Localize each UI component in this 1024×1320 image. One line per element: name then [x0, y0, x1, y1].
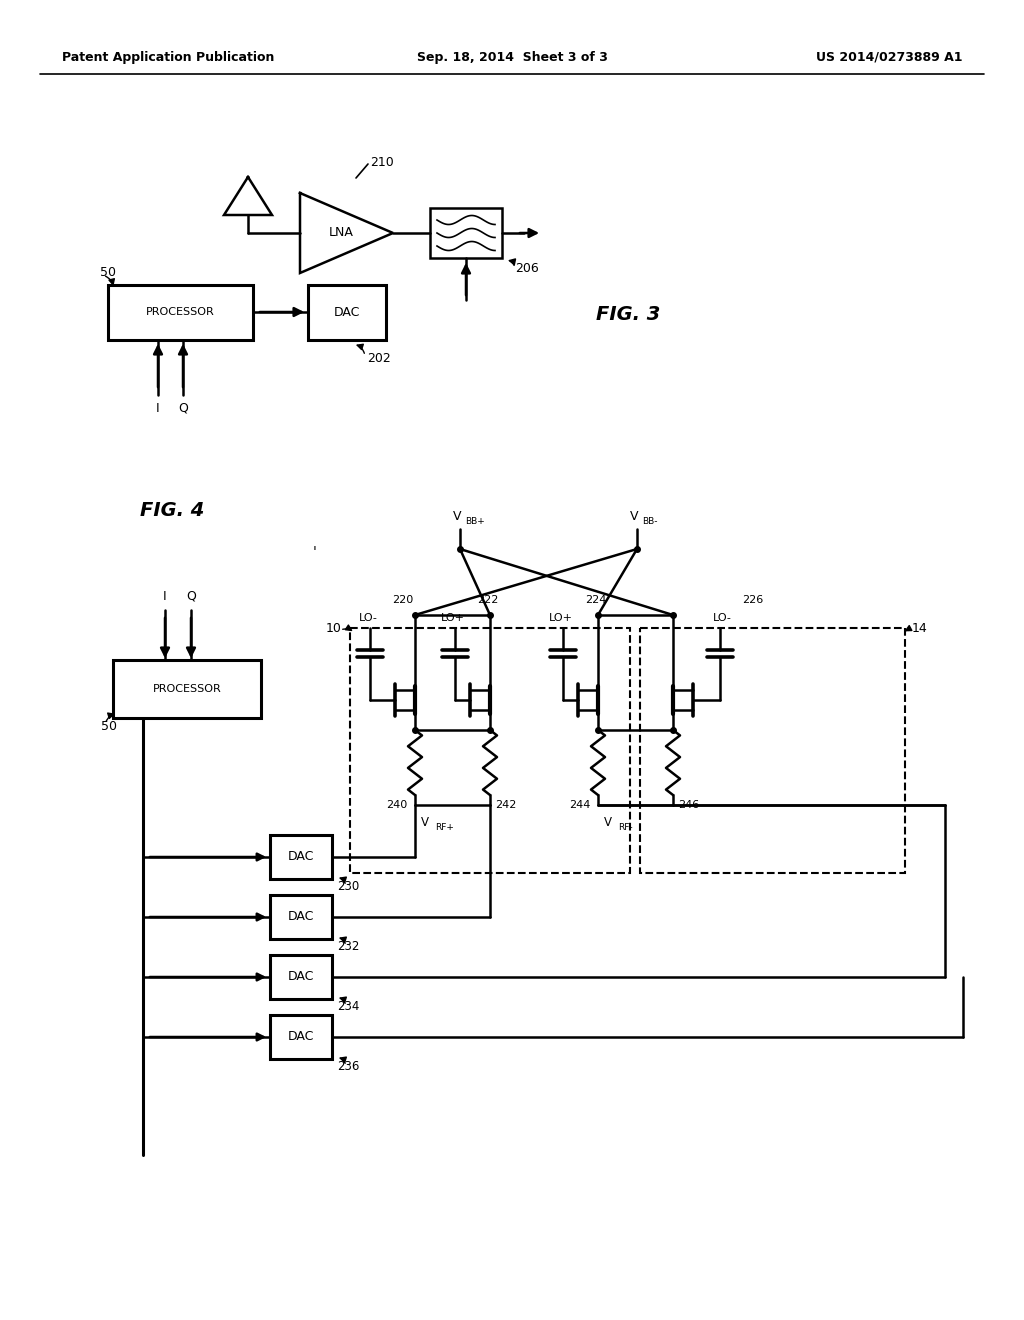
- Text: BB+: BB+: [465, 516, 484, 525]
- Text: DAC: DAC: [288, 970, 314, 983]
- Text: ': ': [313, 545, 317, 558]
- Text: DAC: DAC: [288, 1031, 314, 1044]
- Text: I: I: [157, 401, 160, 414]
- Text: US 2014/0273889 A1: US 2014/0273889 A1: [815, 50, 962, 63]
- Text: 232: 232: [337, 940, 359, 953]
- Text: V: V: [604, 817, 612, 829]
- Text: LO+: LO+: [441, 612, 465, 623]
- Text: V: V: [630, 511, 638, 524]
- Text: 242: 242: [495, 800, 516, 810]
- Text: 222: 222: [477, 595, 499, 605]
- Text: 50: 50: [100, 267, 116, 280]
- Text: FIG. 4: FIG. 4: [140, 500, 204, 520]
- Text: FIG. 3: FIG. 3: [596, 305, 660, 325]
- Text: 226: 226: [742, 595, 763, 605]
- Text: Patent Application Publication: Patent Application Publication: [62, 50, 274, 63]
- Bar: [430, 209, 502, 257]
- Text: 14: 14: [912, 622, 928, 635]
- Bar: [308, 285, 386, 341]
- Text: 50: 50: [101, 719, 117, 733]
- Bar: [350, 628, 630, 873]
- Text: 224: 224: [585, 595, 606, 605]
- Text: 10: 10: [326, 622, 342, 635]
- Text: 240: 240: [386, 800, 407, 810]
- Text: PROCESSOR: PROCESSOR: [145, 308, 214, 317]
- Bar: [640, 628, 905, 873]
- Text: 236: 236: [337, 1060, 359, 1073]
- Text: V: V: [453, 511, 461, 524]
- Bar: [270, 1015, 332, 1059]
- Text: 246: 246: [678, 800, 699, 810]
- Text: V: V: [421, 817, 429, 829]
- Text: RF-: RF-: [618, 822, 633, 832]
- Text: LO-: LO-: [358, 612, 378, 623]
- Bar: [270, 895, 332, 939]
- Text: PROCESSOR: PROCESSOR: [153, 684, 221, 694]
- Text: I: I: [163, 590, 167, 602]
- Text: 220: 220: [392, 595, 414, 605]
- Text: Q: Q: [186, 590, 196, 602]
- Text: DAC: DAC: [334, 305, 360, 318]
- Text: 244: 244: [568, 800, 590, 810]
- Text: BB-: BB-: [642, 516, 657, 525]
- Bar: [270, 954, 332, 999]
- Text: 202: 202: [367, 351, 391, 364]
- Text: LO+: LO+: [549, 612, 573, 623]
- Text: Q: Q: [178, 401, 188, 414]
- Text: 206: 206: [515, 261, 539, 275]
- Text: DAC: DAC: [288, 911, 314, 924]
- Text: LNA: LNA: [329, 227, 353, 239]
- Text: 230: 230: [337, 880, 359, 894]
- Text: DAC: DAC: [288, 850, 314, 863]
- Text: Sep. 18, 2014  Sheet 3 of 3: Sep. 18, 2014 Sheet 3 of 3: [417, 50, 607, 63]
- Text: 234: 234: [337, 1001, 359, 1014]
- Text: LO-: LO-: [713, 612, 731, 623]
- Bar: [108, 285, 253, 341]
- Text: 210: 210: [370, 156, 394, 169]
- Text: RF+: RF+: [435, 822, 454, 832]
- Bar: [270, 836, 332, 879]
- Bar: [113, 660, 261, 718]
